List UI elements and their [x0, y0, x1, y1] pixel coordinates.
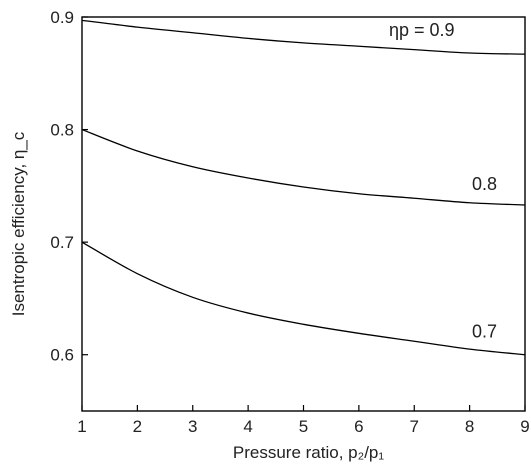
series-layer: ηp = 0.9 0.8 0.7 — [81, 19, 526, 356]
plot-frame — [81, 16, 526, 412]
x-tick-label: 3 — [188, 417, 197, 436]
x-tick-label: 8 — [465, 417, 474, 436]
x-axis-label: Pressure ratio, p₂/p₁ — [233, 443, 384, 462]
y-tick-label: 0.6 — [50, 346, 74, 365]
series-label-eta-0-7: 0.7 — [472, 322, 497, 342]
y-tick-label: 0.8 — [50, 121, 74, 140]
series-label-eta-0-9: ηp = 0.9 — [389, 20, 455, 40]
y-axis-label: Isentropic efficiency, η_c — [9, 131, 28, 316]
y-tick-label: 0.7 — [50, 233, 74, 252]
x-tick-label: 6 — [354, 417, 363, 436]
series-line-eta-0-9 — [81, 19, 526, 55]
series-label-eta-0-8: 0.8 — [472, 174, 497, 194]
series-line-eta-0-8 — [81, 128, 526, 206]
series-line-eta-0-7 — [81, 241, 526, 356]
plot-border — [81, 16, 526, 412]
x-tick-label: 7 — [410, 417, 419, 436]
x-tick-label: 2 — [133, 417, 142, 436]
x-tick-label: 4 — [243, 417, 252, 436]
labels-layer: Pressure ratio, p₂/p₁ Isentropic efficie… — [9, 131, 384, 462]
y-tick-label: 0.9 — [50, 8, 74, 27]
ticks-layer: 1 2 3 4 5 6 7 8 9 0.6 0.7 0.8 0.9 — [50, 8, 529, 436]
x-tick-label: 1 — [77, 417, 86, 436]
x-tick-label: 5 — [299, 417, 308, 436]
x-tick-label: 9 — [520, 417, 529, 436]
